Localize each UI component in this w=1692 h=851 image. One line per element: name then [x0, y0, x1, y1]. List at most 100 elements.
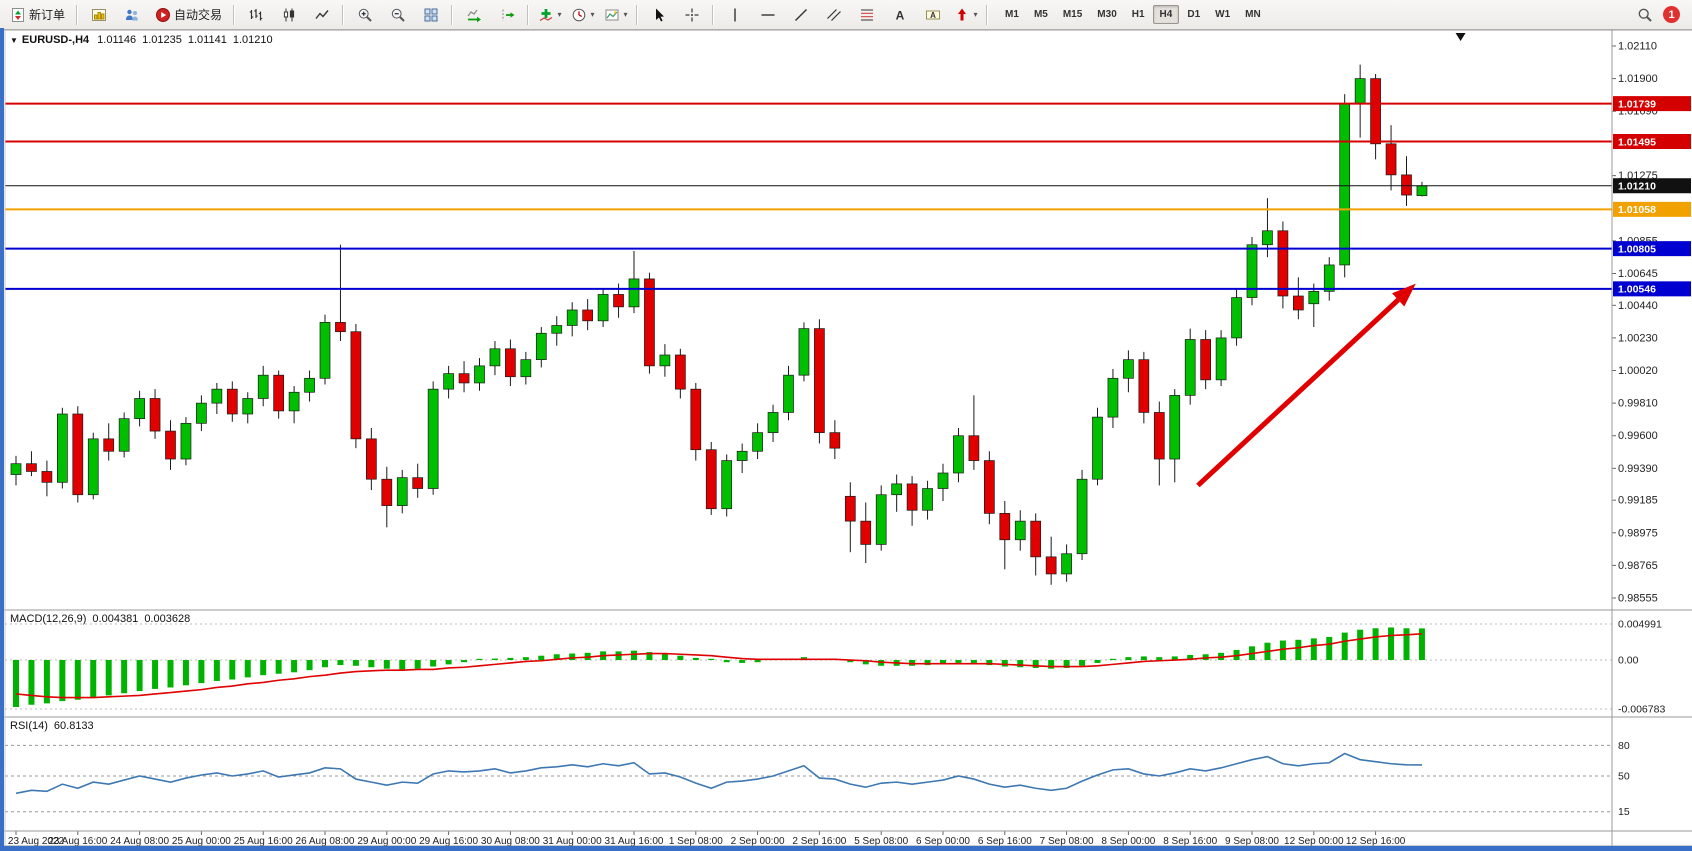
- dropdown-caret-icon: ▾: [557, 10, 562, 19]
- toolbar-separator: [636, 4, 639, 25]
- zoom-in-button[interactable]: [348, 2, 381, 28]
- candle-body: [860, 520, 872, 545]
- svg-text:1.00805: 1.00805: [1618, 243, 1656, 255]
- chart-shift-marker[interactable]: [1455, 33, 1466, 41]
- new-order-label: 新订单: [29, 8, 66, 22]
- price-axis-label: 0.98765: [1618, 560, 1658, 572]
- chart-shift-button[interactable]: [490, 2, 523, 28]
- rsi-line: [15, 752, 1422, 795]
- chart-ohlc-header: ▼ EURUSD-,H4 1.01146 1.01235 1.01141 1.0…: [10, 34, 279, 46]
- price-badge[interactable]: [1613, 201, 1691, 217]
- candle-body: [814, 328, 825, 433]
- candle-body: [443, 373, 454, 390]
- candle-body: [458, 373, 470, 384]
- auto-scroll-button[interactable]: [457, 2, 490, 28]
- candle-body: [1215, 337, 1227, 381]
- candle-body: [659, 354, 671, 367]
- auto-scroll-icon: [467, 9, 481, 22]
- macd-axis-label: 0.00: [1618, 655, 1639, 667]
- candle-body: [242, 398, 254, 415]
- dropdown-caret-icon: ▾: [590, 10, 595, 19]
- candle-body: [257, 374, 269, 399]
- candle-body: [366, 438, 377, 480]
- ohlc-high: 1.01235: [142, 34, 182, 46]
- time-axis-label: 1 Sep 08:00: [669, 836, 723, 847]
- fibonacci-button[interactable]: [850, 2, 883, 28]
- svg-text:1.01739: 1.01739: [1618, 98, 1656, 110]
- price-badge[interactable]: [1613, 178, 1691, 194]
- candle-body: [1153, 412, 1165, 460]
- timeframe-h4-button[interactable]: H4: [1152, 5, 1180, 24]
- arrow-tool-icon: [957, 8, 966, 20]
- horizontal-line-button[interactable]: [751, 2, 784, 28]
- search-button[interactable]: [1628, 2, 1661, 28]
- timeframe-m1-button[interactable]: M1: [1005, 9, 1019, 20]
- candle-body: [1231, 297, 1242, 339]
- timeframe-mn-button[interactable]: MN: [1245, 9, 1261, 20]
- crosshair-button[interactable]: [675, 2, 708, 28]
- toolbar-separator: [451, 4, 454, 25]
- trend-arrow-annotation[interactable]: [1196, 283, 1416, 488]
- candle-body: [999, 513, 1011, 541]
- notification-badge[interactable]: 1: [1663, 6, 1680, 23]
- new-order-button[interactable]: 新订单: [3, 2, 72, 28]
- autotrading-label: 自动交易: [174, 8, 223, 22]
- trendline-button[interactable]: [784, 2, 817, 28]
- time-axis-label: 26 Aug 08:00: [296, 836, 355, 847]
- templates-button[interactable]: ▾: [599, 2, 632, 28]
- zoom-out-button[interactable]: [381, 2, 414, 28]
- candle-body: [412, 477, 424, 489]
- timeframe-group: M1 M5 M15 M30 H1 H4 D1 W1 MN: [998, 5, 1268, 24]
- candlestick-button[interactable]: [272, 2, 305, 28]
- timeframe-m15-button[interactable]: M15: [1062, 9, 1083, 20]
- price-axis-label: 1.00020: [1618, 365, 1658, 377]
- price-badge[interactable]: [1613, 133, 1691, 149]
- timeframe-d1-button[interactable]: D1: [1187, 9, 1201, 20]
- chart-menu-triangle-icon[interactable]: ▼: [10, 35, 18, 45]
- periods-button[interactable]: ▾: [566, 2, 599, 28]
- indicators-button[interactable]: ▾: [533, 2, 566, 28]
- profiles-button[interactable]: [115, 2, 148, 28]
- candle-body: [1308, 290, 1320, 305]
- candle-body: [1061, 553, 1072, 575]
- line-chart-button[interactable]: [305, 2, 338, 28]
- new-chart-button[interactable]: [82, 2, 115, 28]
- tile-windows-button[interactable]: [414, 2, 447, 28]
- candle-body: [1292, 295, 1304, 311]
- autotrading-button[interactable]: 自动交易: [148, 2, 229, 28]
- clock-icon: [572, 8, 585, 21]
- time-axis-label: 23 Aug 16:00: [48, 836, 107, 847]
- candle-body: [953, 435, 964, 474]
- timeframe-h1-button[interactable]: H1: [1131, 9, 1145, 20]
- bar-chart-button[interactable]: [239, 2, 272, 28]
- candle-body: [844, 495, 856, 522]
- channel-button[interactable]: [817, 2, 850, 28]
- window-edge-left: [0, 28, 4, 851]
- price-badge[interactable]: [1613, 96, 1691, 112]
- toolbar-separator: [712, 4, 715, 25]
- candle-body: [875, 494, 887, 545]
- candle-body: [535, 332, 547, 361]
- candle-body: [705, 449, 717, 510]
- arrows-tool-button[interactable]: ▾: [949, 2, 982, 28]
- cursor-button[interactable]: [642, 2, 675, 28]
- timeframe-m5-button[interactable]: M5: [1033, 9, 1048, 20]
- timeframe-m30-button[interactable]: M30: [1097, 9, 1117, 20]
- price-badge[interactable]: [1613, 281, 1691, 297]
- price-badge[interactable]: [1613, 241, 1691, 257]
- macd-value-signal: 0.003628: [144, 613, 191, 625]
- toolbar: 新订单 自动交易: [0, 0, 1692, 30]
- timeframe-w1-button[interactable]: W1: [1215, 9, 1231, 20]
- candle-body: [41, 471, 53, 483]
- price-axis-label: 0.98975: [1618, 527, 1658, 539]
- rsi-header: RSI(14) 60.8133: [10, 720, 100, 732]
- text-button[interactable]: A: [883, 2, 916, 28]
- time-axis-label: 2 Sep 00:00: [731, 836, 785, 847]
- candle-body: [690, 388, 702, 451]
- macd-axis-label: -0.006783: [1618, 704, 1665, 716]
- zoom-out-icon: [391, 8, 405, 22]
- candle-body: [968, 435, 980, 461]
- text-label-button[interactable]: A: [916, 2, 949, 28]
- vertical-line-button[interactable]: [718, 2, 751, 28]
